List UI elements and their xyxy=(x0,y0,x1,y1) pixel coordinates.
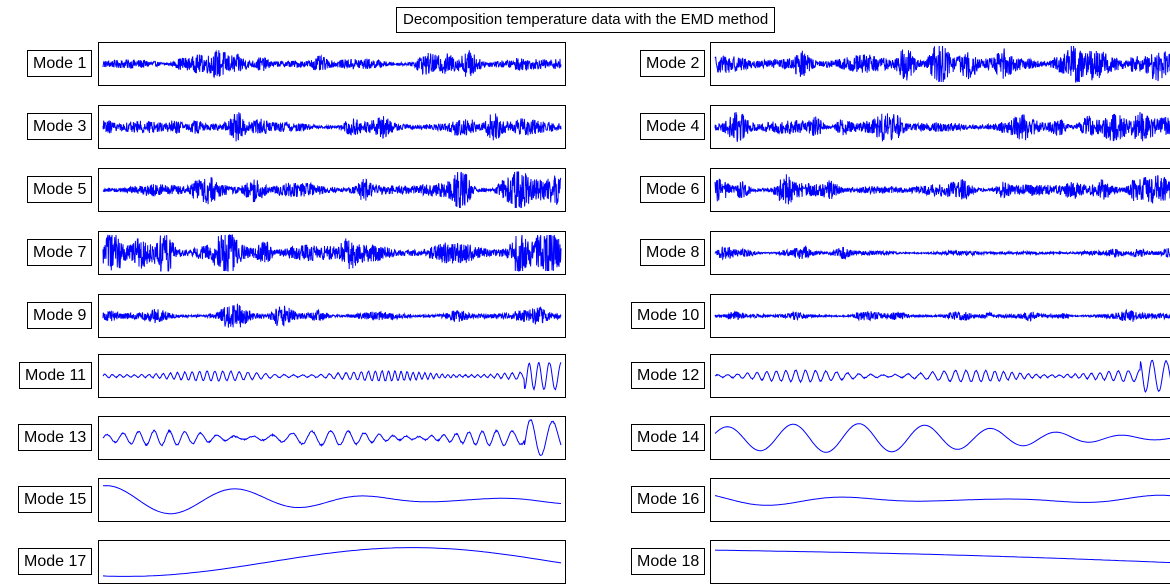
mode-signal-line xyxy=(714,423,1170,453)
mode-plot xyxy=(710,416,1170,460)
mode-signal-svg xyxy=(714,111,1170,142)
mode-plot xyxy=(710,354,1170,398)
mode-signal-svg xyxy=(102,361,562,391)
mode-signal-line xyxy=(102,171,562,209)
mode-plot xyxy=(98,540,566,584)
mode-signal-line xyxy=(102,419,562,457)
mode-signal-line xyxy=(714,359,1170,393)
mode-signal-svg xyxy=(714,549,1170,564)
mode-plot xyxy=(98,416,566,460)
mode-label: Mode 10 xyxy=(631,302,706,329)
mode-label: Mode 12 xyxy=(631,362,706,389)
mode-plot xyxy=(98,168,566,212)
mode-plot xyxy=(710,168,1170,212)
mode-signal-svg xyxy=(102,234,562,272)
mode-signal-svg xyxy=(102,49,562,79)
mode-signal-svg xyxy=(714,494,1170,506)
mode-signal-svg xyxy=(102,419,562,457)
mode-plot xyxy=(710,42,1170,86)
mode-label: Mode 9 xyxy=(27,302,93,329)
mode-plot xyxy=(710,105,1170,149)
mode-label: Mode 17 xyxy=(18,548,93,575)
mode-label: Mode 8 xyxy=(640,239,706,266)
mode-signal-line xyxy=(102,547,562,577)
mode-plot xyxy=(710,294,1170,338)
mode-label: Mode 6 xyxy=(640,176,706,203)
mode-plot xyxy=(98,42,566,86)
mode-label: Mode 13 xyxy=(18,424,93,451)
mode-plot xyxy=(98,478,566,522)
mode-label: Mode 4 xyxy=(640,113,706,140)
mode-signal-svg xyxy=(102,485,562,515)
mode-signal-line xyxy=(102,485,562,515)
mode-signal-svg xyxy=(714,174,1170,205)
mode-signal-line xyxy=(102,49,562,79)
mode-signal-line xyxy=(714,245,1170,261)
mode-label: Mode 1 xyxy=(27,50,93,77)
mode-signal-svg xyxy=(714,308,1170,322)
mode-label: Mode 11 xyxy=(19,362,93,389)
mode-label: Mode 3 xyxy=(27,113,93,140)
mode-plot xyxy=(98,105,566,149)
mode-signal-line xyxy=(102,303,562,328)
mode-label: Mode 15 xyxy=(18,486,93,513)
mode-signal-svg xyxy=(102,171,562,209)
mode-plot xyxy=(710,478,1170,522)
mode-label: Mode 16 xyxy=(631,486,706,513)
mode-plot xyxy=(98,354,566,398)
mode-signal-svg xyxy=(714,359,1170,393)
mode-signal-line xyxy=(714,111,1170,142)
mode-plot xyxy=(98,294,566,338)
mode-signal-svg xyxy=(102,303,562,328)
mode-plot xyxy=(710,231,1170,275)
mode-signal-svg xyxy=(714,245,1170,261)
mode-label: Mode 18 xyxy=(631,548,706,575)
mode-signal-line xyxy=(714,494,1170,506)
mode-label: Mode 5 xyxy=(27,176,93,203)
chart-title: Decomposition temperature data with the … xyxy=(396,7,776,33)
mode-plot xyxy=(710,540,1170,584)
mode-signal-line xyxy=(714,45,1170,83)
mode-plot xyxy=(98,231,566,275)
mode-signal-svg xyxy=(714,45,1170,83)
mode-label: Mode 7 xyxy=(27,239,93,266)
mode-signal-svg xyxy=(714,423,1170,453)
mode-signal-line xyxy=(102,112,562,142)
mode-signal-line xyxy=(714,549,1170,564)
mode-signal-line xyxy=(714,174,1170,205)
mode-label: Mode 2 xyxy=(640,50,706,77)
mode-signal-line xyxy=(102,361,562,391)
mode-signal-svg xyxy=(102,547,562,577)
mode-signal-line xyxy=(102,234,562,272)
mode-signal-line xyxy=(714,308,1170,322)
mode-label: Mode 14 xyxy=(631,424,706,451)
mode-signal-svg xyxy=(102,112,562,142)
